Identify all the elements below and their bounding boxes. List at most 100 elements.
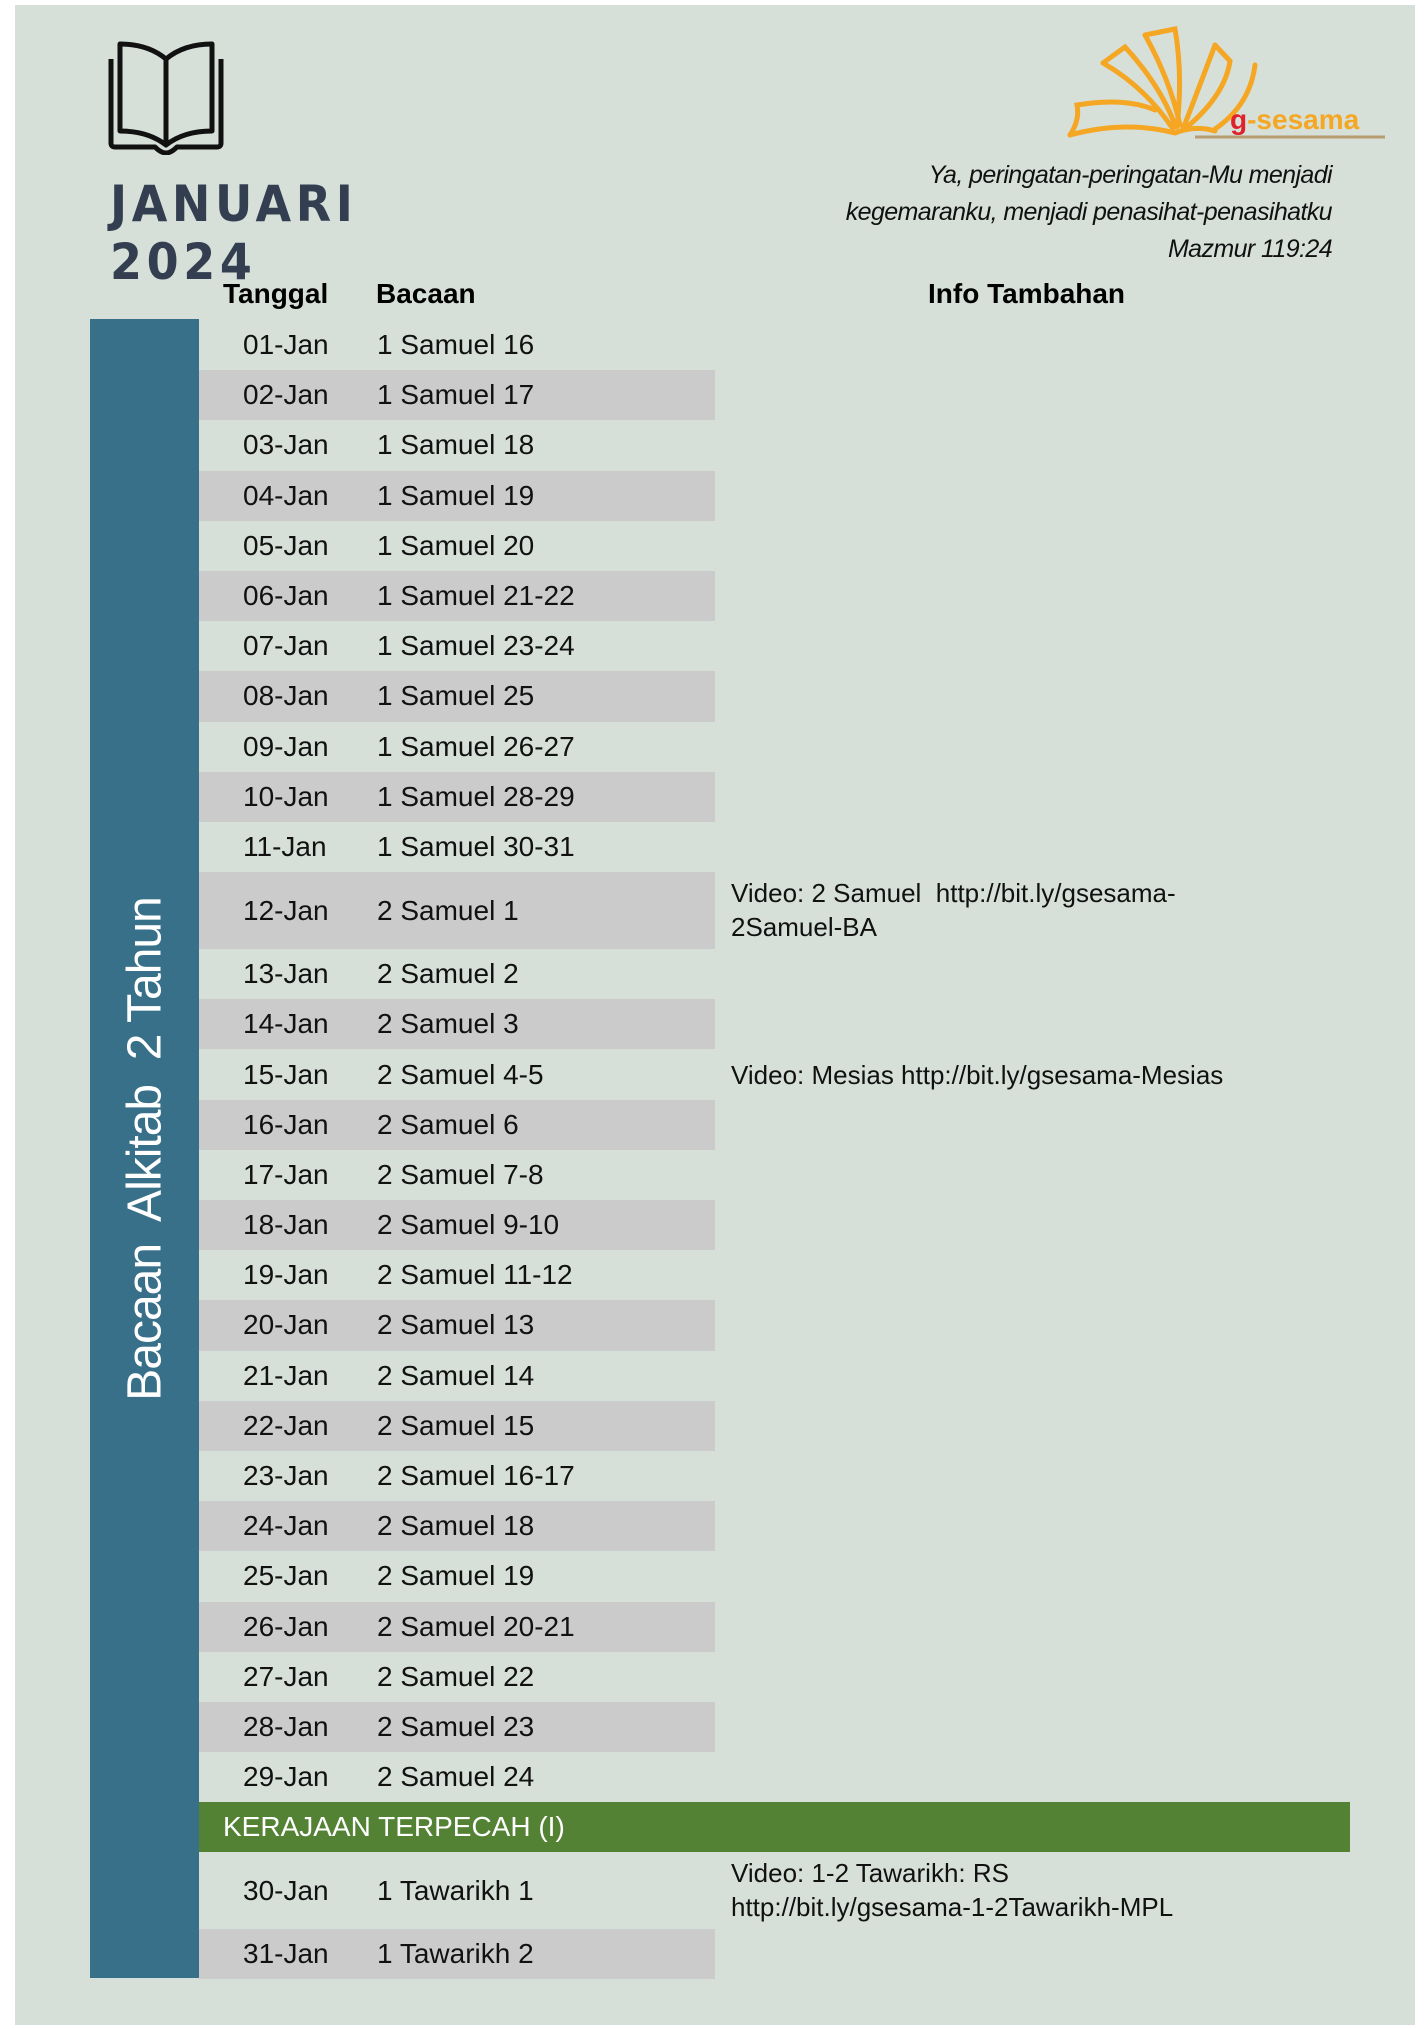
row-date: 30-Jan (243, 1874, 329, 1906)
row-shade (199, 1200, 715, 1251)
row-shade (199, 1701, 715, 1753)
table-row: 04-Jan 1 Samuel 19 (199, 470, 1359, 521)
table-row: 10-Jan 1 Samuel 28-29 (199, 771, 1359, 822)
row-shade (199, 1099, 715, 1150)
sidebar-band: Bacaan Alkitab 2 Tahun (90, 319, 199, 1978)
table-row: 28-Jan 2 Samuel 23 (199, 1701, 1359, 1753)
row-reading: 2 Samuel 20-21 (377, 1610, 575, 1642)
row-date: 14-Jan (243, 1008, 329, 1040)
row-reading: 2 Samuel 11-12 (377, 1259, 573, 1291)
row-date: 22-Jan (243, 1409, 329, 1441)
info-line: Video: Mesias http://bit.ly/gsesama-Mesi… (731, 1059, 1224, 1090)
row-date: 21-Jan (243, 1359, 329, 1391)
table-row: 23-Jan 2 Samuel 16-17 (199, 1451, 1359, 1501)
table-row: 14-Jan 2 Samuel 3 (199, 999, 1359, 1050)
open-book-icon (108, 41, 224, 155)
row-reading: 2 Samuel 18 (377, 1510, 535, 1542)
row-info: Video: 1-2 Tawarikh: RS http://bit.ly/gse… (731, 1856, 1173, 1924)
table-row: 07-Jan 1 Samuel 23-24 (199, 621, 1359, 671)
table-row: 27-Jan 2 Samuel 22 (199, 1652, 1359, 1702)
verse-quote: Ya, peringatan-peringatan-Mu menjadi keg… (845, 157, 1333, 268)
table-row: 12-Jan 2 Samuel 1 Video: 2 Samuel http://b… (199, 872, 1359, 950)
row-date: 25-Jan (243, 1560, 329, 1592)
row-date: 04-Jan (243, 479, 329, 511)
row-reading: 1 Tawarikh 1 (377, 1874, 534, 1906)
quote-reference: Mazmur 119:24 (1167, 235, 1333, 263)
row-reading: 2 Samuel 22 (377, 1660, 535, 1692)
table-row: 22-Jan 2 Samuel 15 (199, 1400, 1359, 1451)
row-date: 02-Jan (243, 379, 329, 411)
row-date: 31-Jan (243, 1938, 329, 1970)
row-reading: 2 Samuel 4-5 (377, 1058, 544, 1090)
row-date: 27-Jan (243, 1660, 329, 1692)
row-reading: 2 Samuel 13 (377, 1309, 535, 1341)
info-line: Video: 1-2 Tawarikh: RS (731, 1858, 1009, 1889)
row-reading: 1 Samuel 28-29 (377, 780, 575, 812)
month-label: JANUARI (110, 175, 358, 233)
year-label: 2024 (110, 233, 257, 291)
row-reading: 2 Samuel 6 (377, 1108, 519, 1140)
table-row: 29-Jan 2 Samuel 24 (199, 1752, 1359, 1802)
row-shade (199, 1400, 715, 1451)
row-date: 11-Jan (243, 830, 327, 862)
row-date: 06-Jan (243, 580, 329, 612)
row-date: 05-Jan (243, 529, 329, 561)
table-row: 02-Jan 1 Samuel 17 (199, 370, 1359, 421)
table-row: 25-Jan 2 Samuel 19 (199, 1551, 1359, 1601)
row-date: 07-Jan (243, 630, 329, 662)
row-reading: 2 Samuel 23 (377, 1710, 535, 1742)
row-shade (199, 999, 715, 1050)
table-row: 31-Jan 1 Tawarikh 2 (199, 1929, 1359, 1980)
column-header-reading: Bacaan (376, 278, 476, 309)
row-reading: 1 Samuel 26-27 (377, 730, 575, 762)
table-row: 15-Jan 2 Samuel 4-5 Video: Mesias http://b… (199, 1049, 1359, 1099)
row-reading: 2 Samuel 24 (377, 1761, 535, 1793)
row-reading: 1 Samuel 19 (377, 479, 535, 511)
row-date: 19-Jan (243, 1259, 329, 1291)
month-title: JANUARI 2024 (110, 175, 357, 291)
row-reading: 2 Samuel 3 (377, 1008, 519, 1040)
table-row: 20-Jan 2 Samuel 13 (199, 1300, 1359, 1351)
row-date: 20-Jan (243, 1309, 329, 1341)
row-reading: 2 Samuel 7-8 (377, 1158, 544, 1190)
row-shade (199, 1601, 715, 1652)
row-date: 09-Jan (243, 730, 329, 762)
row-date: 12-Jan (243, 894, 329, 926)
row-reading: 1 Samuel 23-24 (377, 630, 575, 662)
row-info: Video: Mesias http://bit.ly/gsesama-Mesi… (731, 1058, 1223, 1092)
row-date: 10-Jan (243, 780, 329, 812)
row-reading: 2 Samuel 19 (377, 1560, 535, 1592)
reading-table: 01-Jan 1 Samuel 16 02-Jan 1 Samuel 17 03-Jan… (199, 320, 1359, 1980)
quote-line: kegemaranku, menjadi penasihat-penasihat… (845, 198, 1333, 226)
row-date: 28-Jan (243, 1710, 329, 1742)
row-date: 16-Jan (243, 1108, 329, 1140)
row-date: 24-Jan (243, 1510, 329, 1542)
info-line: Video: 2 Samuel http://bit.ly/gsesama- (731, 878, 1176, 909)
row-date: 03-Jan (243, 429, 329, 461)
table-row: 13-Jan 2 Samuel 2 (199, 949, 1359, 999)
row-reading: 1 Samuel 20 (377, 529, 535, 561)
column-header-info: Info Tambahan (928, 278, 1126, 309)
table-row: 11-Jan 1 Samuel 30-31 (199, 822, 1359, 872)
row-info: Video: 2 Samuel http://bit.ly/gsesama- 2S… (731, 876, 1176, 944)
table-row: 03-Jan 1 Samuel 18 (199, 420, 1359, 470)
row-date: 15-Jan (243, 1058, 329, 1090)
info-line: 2Samuel-BA (731, 912, 877, 943)
row-shade (199, 1929, 715, 1980)
row-shade (199, 1300, 715, 1351)
row-date: 18-Jan (243, 1209, 329, 1241)
table-row: 06-Jan 1 Samuel 21-22 (199, 570, 1359, 622)
table-row: 05-Jan 1 Samuel 20 (199, 521, 1359, 571)
row-shade (199, 370, 715, 421)
row-date: 13-Jan (243, 958, 329, 990)
row-reading: 1 Samuel 17 (377, 379, 535, 411)
table-row: 19-Jan 2 Samuel 11-12 (199, 1250, 1359, 1300)
row-reading: 1 Samuel 25 (377, 680, 535, 712)
row-shade (199, 771, 715, 822)
section-label: KERAJAAN TERPECAH (I) (223, 1811, 565, 1843)
table-row: 21-Jan 2 Samuel 14 (199, 1351, 1359, 1401)
row-reading: 2 Samuel 16-17 (377, 1460, 575, 1492)
row-reading: 2 Samuel 9-10 (377, 1209, 560, 1241)
row-reading: 2 Samuel 14 (377, 1359, 535, 1391)
row-shade (199, 470, 715, 521)
